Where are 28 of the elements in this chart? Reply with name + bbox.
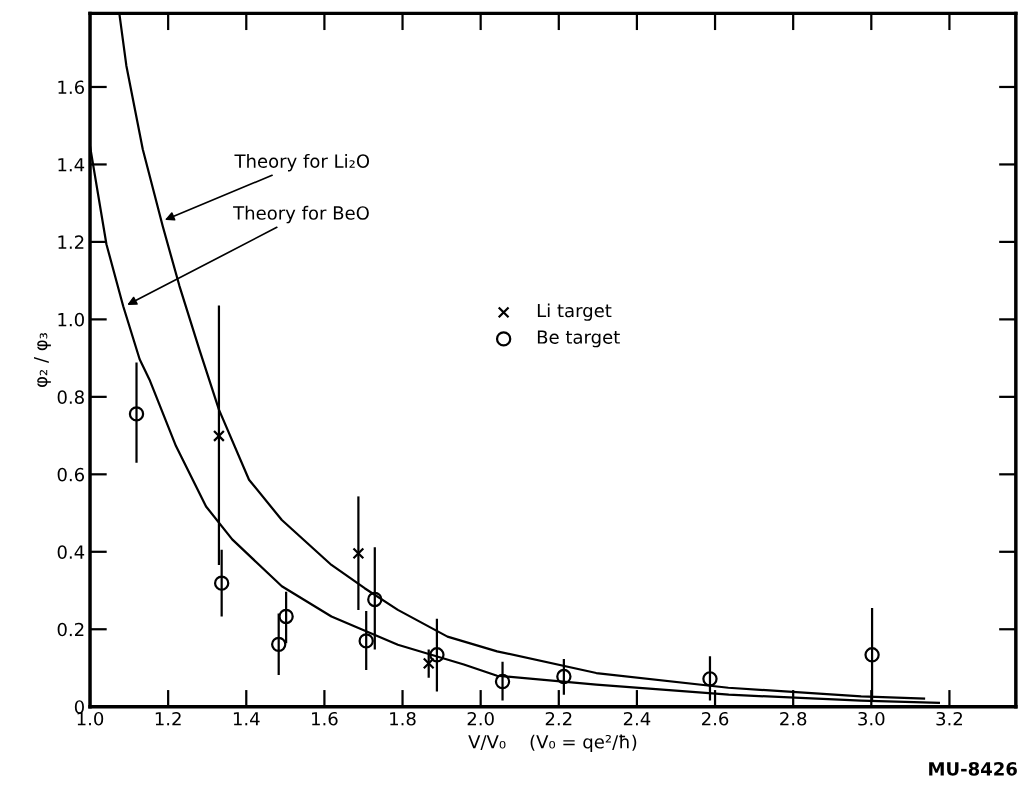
- x-tick-label: 2.0: [467, 711, 494, 726]
- x-tick-label: 2.8: [780, 711, 807, 726]
- annotation: Theory for Li₂O: [234, 153, 370, 172]
- x-tick-label: 2.2: [545, 711, 572, 726]
- y-tick-label: 0.4: [57, 545, 85, 559]
- y-tick-label: 1.6: [58, 80, 85, 95]
- x-tick-label: 2.6: [702, 711, 729, 726]
- x-tick-label: 3.2: [936, 711, 962, 726]
- y-tick-label: 0: [74, 700, 84, 714]
- y-axis-title: φ₂ / φ₃: [33, 333, 51, 387]
- x-axis-title: V/V₀ (V₀ = qe²/ħ): [468, 734, 637, 753]
- y-tick-label: 0.8: [57, 390, 84, 404]
- x-tick-label: 2.4: [623, 711, 651, 726]
- x-tick-label: 3.0: [858, 711, 885, 726]
- y-tick-label: 1.2: [58, 235, 84, 249]
- x-tick-label: 1.8: [390, 711, 416, 726]
- legend-label: Be target: [537, 330, 620, 348]
- legend-label: Li target: [537, 303, 612, 321]
- x-tick-label: 1.2: [155, 711, 181, 726]
- y-tick-label: 0.2: [57, 622, 84, 637]
- x-tick-label: 1.0: [77, 711, 104, 726]
- y-tick-label: 1.4: [58, 158, 85, 172]
- y-tick-label: 0.6: [57, 467, 85, 482]
- x-tick-label: 1.6: [312, 711, 338, 726]
- annotation: Theory for BeO: [233, 205, 369, 224]
- x-tick-label: 1.4: [233, 712, 260, 726]
- y-tick-label: 1.0: [58, 312, 84, 327]
- text: MU-8426: [929, 761, 1017, 776]
